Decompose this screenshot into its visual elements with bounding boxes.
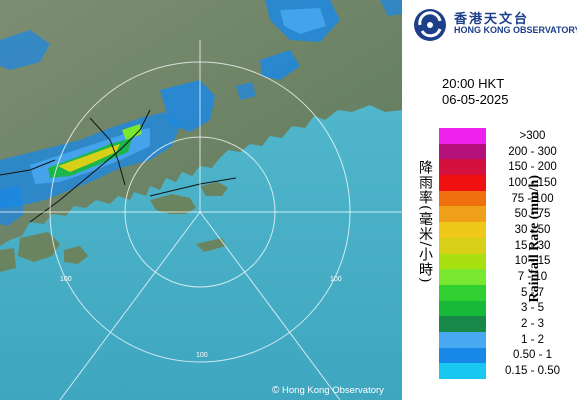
legend-row: 7 - 10 (439, 269, 577, 285)
radar-map: 100 100 100 © Hong Kong Observatory (0, 0, 402, 401)
legend-label: 75 - 100 (511, 192, 554, 205)
range-rings (0, 40, 402, 401)
legend-row: 1 - 2 (439, 331, 577, 348)
brand-name-english: HONG KONG OBSERVATORY (454, 25, 577, 35)
legend-row: 200 - 300 (439, 143, 577, 160)
legend-swatch (439, 206, 486, 223)
legend-swatch (439, 269, 486, 285)
legend-title-chinese: 降雨率(毫米/小時) (417, 160, 433, 284)
legend-row: 150 - 200 (439, 159, 577, 176)
legend-swatch (439, 128, 486, 144)
legend-swatch (439, 237, 486, 254)
legend-swatch (439, 175, 486, 191)
legend-row: 50 - 75 (439, 206, 577, 223)
legend-row: 10 - 15 (439, 253, 577, 270)
boundary-lines (0, 109, 237, 223)
legend-swatch (439, 284, 486, 301)
copyright-text: Hong Kong Observatory (282, 385, 384, 396)
range-label: 100 (60, 276, 72, 283)
hko-logo-icon (414, 9, 446, 41)
rain-echoes (0, 0, 402, 226)
west-islands (18, 232, 60, 262)
rainfall-legend: >300 200 - 300 150 - 200 100 - 150 75 - 100 5… (439, 128, 577, 379)
observation-time: 20:00 HKT (442, 76, 505, 91)
legend-swatch (439, 253, 486, 270)
range-label: 100 (330, 276, 342, 283)
legend-swatch (439, 300, 486, 317)
legend-swatch (439, 331, 486, 348)
legend-row: >300 (439, 128, 577, 144)
observation-date: 06-05-2025 (442, 92, 509, 107)
legend-label: 150 - 200 (508, 161, 557, 174)
legend-row: 0.15 - 0.50 (439, 363, 577, 379)
legend-swatch (439, 316, 486, 332)
legend-row: 75 - 100 (439, 190, 577, 207)
copyright-symbol: © (272, 385, 280, 396)
legend-row: 3 - 5 (439, 300, 577, 317)
legend-title-english: Rainfall Rate (mm/h) (527, 175, 542, 303)
legend-label: 2 - 3 (520, 318, 544, 331)
legend-row: 30 - 50 (439, 222, 577, 238)
side-panel: 香港天文台 HONG KONG OBSERVATORY 20:00 HKT 06… (402, 0, 577, 400)
legend-swatch (439, 347, 486, 364)
legend-label: 15 - 30 (514, 239, 551, 252)
brand-name-chinese: 香港天文台 (454, 12, 530, 27)
legend-label: 10 - 15 (514, 255, 551, 268)
copyright-notice: © Hong Kong Observatory (272, 385, 384, 396)
legend-label: 200 - 300 (508, 145, 557, 158)
legend-label: 1 - 2 (520, 333, 544, 346)
legend-label: 50 - 75 (514, 208, 551, 221)
legend-row: 15 - 30 (439, 237, 577, 254)
legend-row: 100 - 150 (439, 175, 577, 191)
legend-label: 3 - 5 (520, 302, 544, 315)
legend-row: 5 - 7 (439, 284, 577, 301)
legend-label: 5 - 7 (520, 286, 544, 299)
legend-swatch (439, 159, 486, 176)
legend-row: 2 - 3 (439, 316, 577, 332)
legend-label: 0.50 - 1 (513, 349, 552, 362)
legend-label: 0.15 - 0.50 (505, 365, 560, 378)
legend-swatch (439, 222, 486, 238)
legend-swatch (439, 143, 486, 160)
legend-label: 30 - 50 (514, 223, 551, 236)
legend-label: >300 (519, 129, 546, 142)
lantau-island (150, 194, 196, 214)
hk-island (200, 182, 228, 196)
legend-swatch (439, 363, 486, 379)
legend-label: 7 - 10 (517, 271, 548, 284)
legend-row: 0.50 - 1 (439, 347, 577, 364)
legend-label: 100 - 150 (508, 176, 557, 189)
legend-swatch (439, 190, 486, 207)
range-label: 100 (196, 352, 208, 359)
